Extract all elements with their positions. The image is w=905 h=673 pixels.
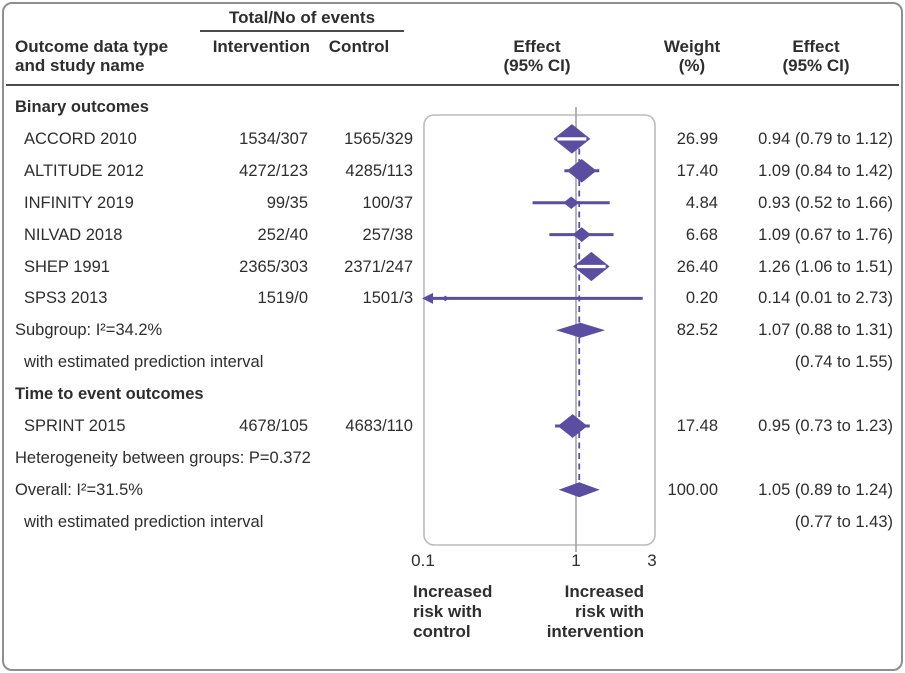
note-row: with estimated prediction interval (0.77 … [0, 506, 905, 538]
effect-ci-text: 1.26 (1.06 to 1.51) [758, 257, 893, 276]
control-events: 2371/247 [344, 257, 413, 276]
intervention-events: 252/40 [257, 225, 308, 244]
summary-row: Overall: I²=31.5% 100.00 1.05 (0.89 to 1.2… [0, 474, 905, 506]
control-events: 4285/113 [345, 161, 413, 180]
weight-value: 4.84 [685, 193, 718, 212]
group-row: Binary outcomes [0, 91, 905, 123]
effect-ci-text: 1.09 (0.67 to 1.76) [758, 225, 893, 244]
note-row: Heterogeneity between groups: P=0.372 [0, 442, 905, 474]
study-row: SHEP 1991 2365/303 2371/247 26.40 1.26 (1.06… [0, 251, 905, 283]
study-label: NILVAD 2018 [24, 225, 123, 244]
header-separator [6, 84, 899, 86]
study-row: ACCORD 2010 1534/307 1565/329 26.99 0.94 (0.… [0, 123, 905, 155]
axis-tick-label-0.1: 0.1 [411, 551, 435, 570]
study-label: INFINITY 2019 [24, 193, 134, 212]
weight-value: 82.52 [676, 321, 718, 340]
intervention-events: 4678/105 [239, 417, 308, 435]
study-label: SPS3 2013 [24, 289, 108, 308]
note-row: with estimated prediction interval (0.74 … [0, 346, 905, 378]
control-events: 257/38 [362, 225, 413, 244]
row-label: Binary outcomes [15, 98, 149, 116]
intervention-events: 2365/303 [239, 257, 308, 276]
study-row: SPS3 2013 1519/0 1501/3 0.20 0.14 (0.01 to 2… [0, 282, 905, 314]
weight-value: 17.40 [676, 161, 718, 180]
effect-ci-text: 0.93 (0.52 to 1.66) [758, 193, 893, 212]
axis-tick-label-1: 1 [571, 551, 581, 570]
control-events: 100/37 [362, 193, 413, 212]
row-label: with estimated prediction interval [24, 353, 264, 372]
effect-ci-text: 0.14 (0.01 to 2.73) [758, 289, 893, 308]
weight-value: 26.40 [676, 257, 718, 276]
weight-value: 100.00 [667, 480, 718, 499]
study-label: ALTITUDE 2012 [24, 161, 144, 180]
control-events: 4683/110 [345, 417, 413, 435]
row-label: Overall: I²=31.5% [15, 480, 143, 499]
effect-ci-text: 1.07 (0.88 to 1.31) [758, 321, 893, 340]
row-label: Heterogeneity between groups: P=0.372 [15, 448, 311, 467]
control-column-header: Control [328, 37, 390, 56]
study-row: ALTITUDE 2012 4272/123 4285/113 17.40 1.09 (… [0, 155, 905, 187]
summary-row: Subgroup: I²=34.2% 82.52 1.07 (0.88 to 1.3… [0, 314, 905, 346]
effect-ci-text: 1.05 (0.89 to 1.24) [758, 480, 893, 499]
study-label: SPRINT 2015 [24, 417, 126, 435]
effect-plot-column-header: Effect (95% CI) [503, 37, 571, 75]
effect-ci-text: 0.95 (0.73 to 1.23) [758, 417, 893, 435]
effect-ci-text: 0.94 (0.79 to 1.12) [758, 129, 893, 148]
effect-ci-text: (0.77 to 1.43) [794, 512, 893, 531]
study-row: INFINITY 2019 99/35 100/37 4.84 0.93 (0.52 t… [0, 187, 905, 219]
intervention-column-header: Intervention [212, 37, 310, 56]
group-row: Time to event outcomes [0, 378, 905, 410]
axis-tick-label-3: 3 [647, 551, 657, 570]
control-events: 1565/329 [344, 129, 413, 148]
weight-value: 17.48 [676, 417, 718, 435]
effect-text-column-header: Effect (95% CI) [782, 37, 850, 75]
study-label: SHEP 1991 [24, 257, 110, 276]
effect-ci-text: (0.74 to 1.55) [794, 353, 893, 372]
events-group-header: Total/No of events [200, 8, 404, 32]
row-label: Time to event outcomes [15, 385, 204, 404]
weight-value: 6.68 [685, 225, 718, 244]
study-label: ACCORD 2010 [24, 129, 137, 148]
effect-ci-text: 1.09 (0.84 to 1.42) [758, 161, 893, 180]
outcome-column-header: Outcome data type and study name [15, 37, 169, 75]
intervention-events: 4272/123 [239, 161, 308, 180]
direction-label-control: Increased risk with control [413, 582, 493, 641]
direction-label-intervention: Increased risk with intervention [546, 582, 644, 641]
control-events: 1501/3 [362, 289, 413, 308]
row-label: Subgroup: I²=34.2% [15, 321, 163, 340]
row-label: with estimated prediction interval [24, 512, 264, 531]
study-row: NILVAD 2018 252/40 257/38 6.68 1.09 (0.67 to… [0, 219, 905, 251]
weight-value: 26.99 [676, 129, 718, 148]
intervention-events: 99/35 [266, 193, 308, 212]
weight-column-header: Weight (%) [663, 37, 721, 75]
weight-value: 0.20 [685, 289, 718, 308]
intervention-events: 1519/0 [257, 289, 308, 308]
intervention-events: 1534/307 [239, 129, 308, 148]
study-row: SPRINT 2015 4678/105 4683/110 17.48 0.95 (0.… [0, 410, 905, 442]
